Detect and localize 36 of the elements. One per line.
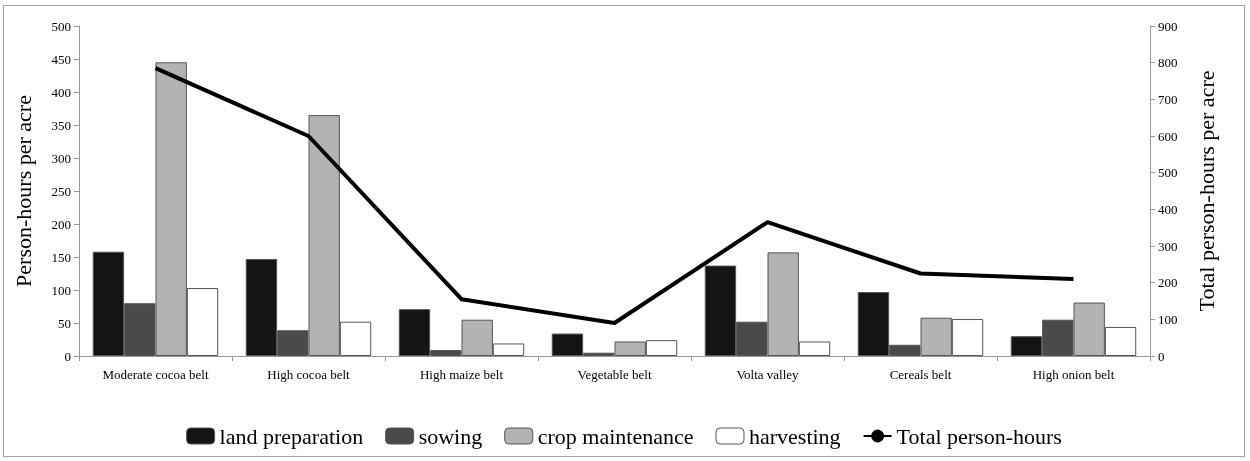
x-tick-label: Volta valley [736, 367, 800, 382]
x-tick-label: High onion belt [1032, 367, 1115, 382]
y-tick-label: 250 [51, 183, 71, 199]
y-tick-label: 500 [51, 18, 71, 34]
legend-label: land preparation [219, 423, 364, 449]
y2-tick-label: 400 [1158, 201, 1178, 217]
x-tick-label: Vegetable belt [577, 367, 652, 382]
y2-tick-label: 800 [1158, 55, 1178, 71]
y-tick-label: 0 [64, 348, 71, 364]
y-tick-label: 450 [51, 51, 71, 67]
y-tick-label: 150 [51, 249, 71, 265]
legend-label: Total person-hours [896, 423, 1062, 449]
y2-axis-title: Total person-hours per acre [1193, 70, 1219, 312]
y-tick-label: 200 [51, 216, 71, 232]
x-tick-label: High cocoa belt [267, 367, 351, 382]
legend-label: crop maintenance [537, 423, 694, 449]
y-axis-title: Person-hours per acre [10, 95, 36, 287]
y2-tick-label: 900 [1158, 18, 1178, 34]
y-tick-label: 100 [51, 282, 71, 298]
y2-tick-label: 0 [1158, 348, 1165, 364]
y-tick-label: 50 [58, 315, 71, 331]
y2-tick-label: 200 [1158, 275, 1178, 291]
y-tick-label: 350 [51, 117, 71, 133]
x-tick-label: Moderate cocoa belt [102, 367, 209, 382]
y2-tick-label: 100 [1158, 311, 1178, 327]
y2-tick-label: 600 [1158, 128, 1178, 144]
y2-tick-label: 700 [1158, 91, 1178, 107]
line-series [153, 66, 1076, 325]
y2-tick-label: 300 [1158, 238, 1178, 254]
y-tick-label: 300 [51, 150, 71, 166]
legend-label: harvesting [748, 423, 841, 449]
y2-tick-label: 500 [1158, 165, 1178, 181]
legend-label: sowing [418, 423, 483, 449]
y-tick-label: 400 [51, 84, 71, 100]
x-tick-label: High maize belt [419, 367, 504, 382]
x-tick-label: Cereals belt [889, 367, 952, 382]
